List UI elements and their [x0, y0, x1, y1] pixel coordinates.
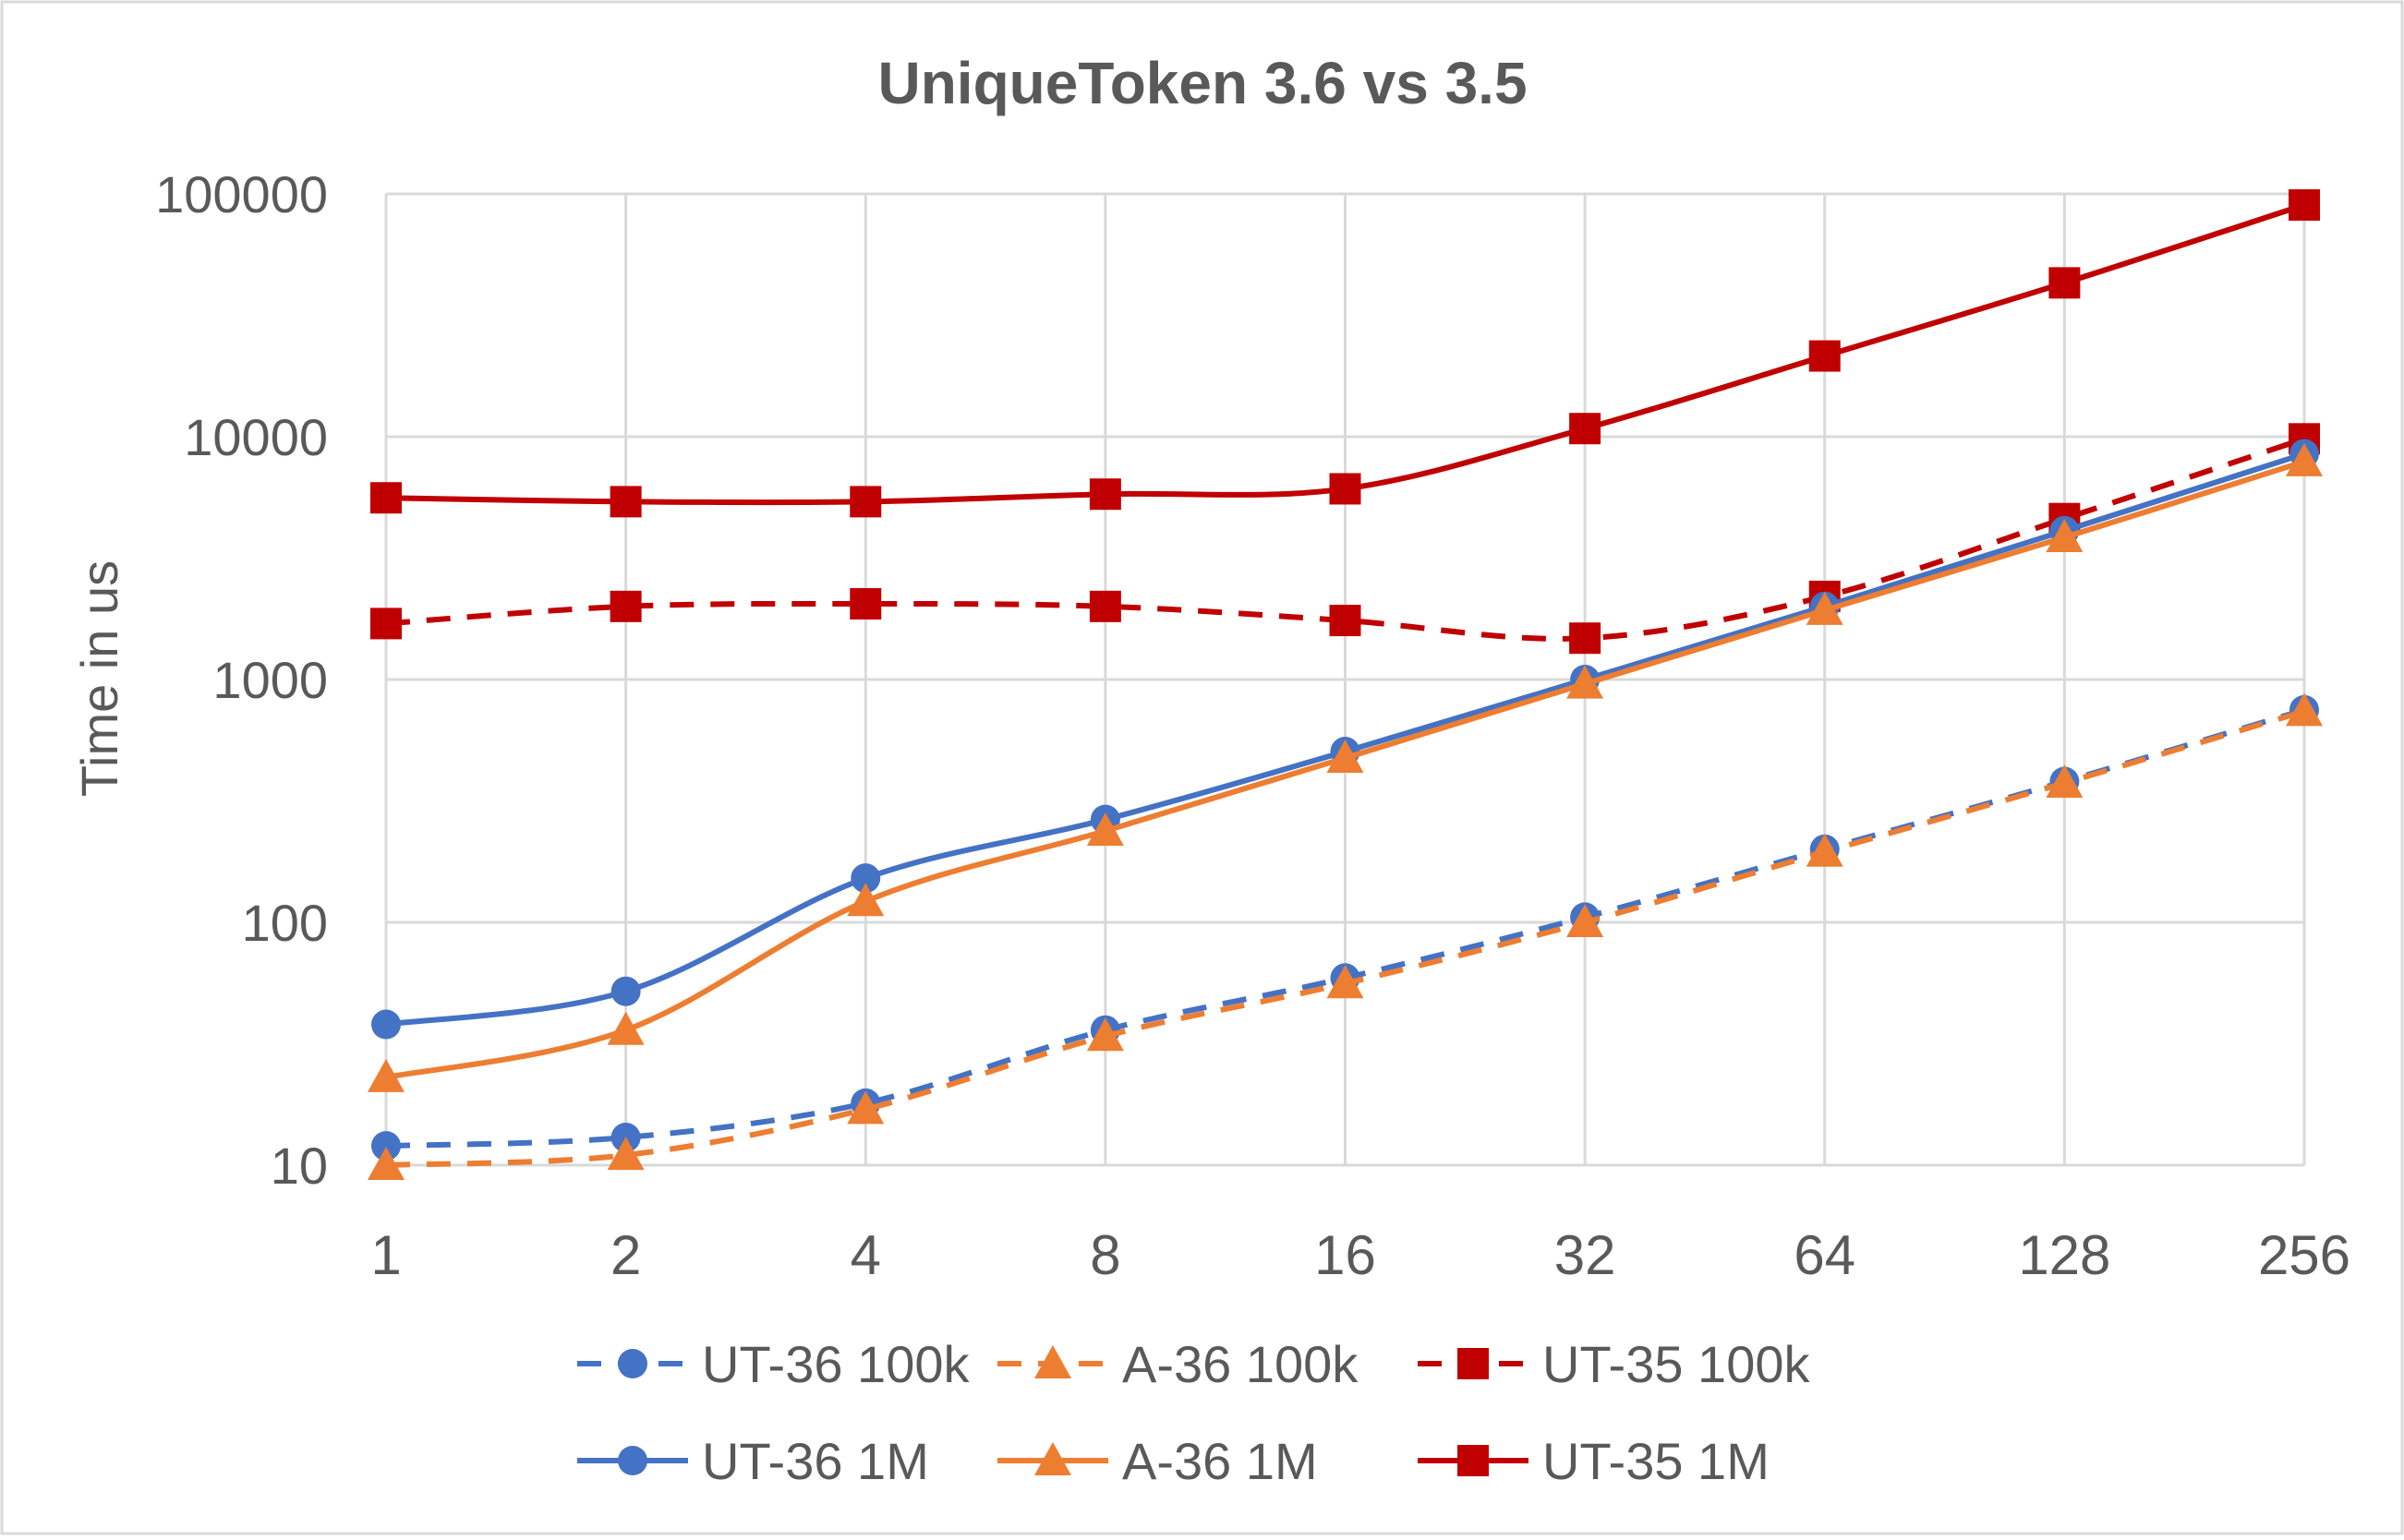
series-a-36-100k: [368, 692, 2323, 1180]
data-point-a-36-1m: [1806, 591, 1843, 625]
data-point-a-36-100k: [1326, 965, 1364, 999]
data-point-ut-35-100k: [370, 608, 402, 640]
data-point-a-36-1m: [1086, 812, 1124, 846]
data-point-ut-35-1m: [370, 482, 402, 514]
y-tick-label: 100: [242, 894, 328, 952]
y-axis-label: Time in us: [70, 560, 128, 797]
data-point-a-36-1m: [607, 1011, 645, 1045]
legend-swatch-marker: [1034, 1442, 1071, 1475]
x-tick-label: 1: [370, 1224, 401, 1286]
x-axis-ticks: 1 2 4 8 16 32 64 128 256: [370, 1224, 2350, 1286]
x-tick-label: 8: [1090, 1224, 1120, 1286]
x-tick-label: 4: [851, 1224, 881, 1286]
data-point-a-36-100k: [2046, 764, 2084, 799]
data-point-ut-35-100k: [610, 590, 642, 622]
legend-swatch-marker: [1034, 1345, 1071, 1378]
legend: UT-36 100k A-36 100k UT-35 100k UT-36 1M A-3…: [577, 1335, 1810, 1490]
data-point-a-36-1m: [1566, 665, 1604, 699]
x-tick-label: 16: [1314, 1224, 1376, 1286]
x-tick-label: 32: [1554, 1224, 1616, 1286]
legend-label: UT-35 1M: [1542, 1432, 1770, 1490]
legend-item-ut-35-1m: UT-35 1M: [1418, 1432, 1770, 1490]
data-point-a-36-100k: [2286, 692, 2323, 727]
data-point-a-36-1m: [2286, 442, 2323, 476]
x-tick-label: 128: [2018, 1224, 2110, 1286]
x-tick-label: 64: [1794, 1224, 1855, 1286]
data-point-ut-36-1m: [371, 1009, 401, 1040]
data-point-ut-36-1m: [851, 863, 881, 894]
series-ut-35-1m: [370, 189, 2320, 518]
data-point-a-36-1m: [2046, 519, 2084, 553]
legend-item-ut-35-100k: UT-35 100k: [1418, 1335, 1810, 1393]
data-point-ut-35-1m: [1569, 413, 1601, 445]
chart-title: UniqueToken 3.6 vs 3.5: [877, 50, 1527, 116]
legend-item-ut-36-100k: UT-36 100k: [577, 1335, 970, 1393]
data-point-ut-35-1m: [1089, 478, 1121, 511]
y-axis-ticks: 10 100 1000 10000 100000: [155, 165, 328, 1195]
data-point-a-36-100k: [847, 1090, 885, 1125]
data-point-ut-35-100k: [1329, 605, 1361, 637]
data-point-ut-35-100k: [1089, 590, 1121, 622]
data-point-a-36-100k: [368, 1147, 405, 1180]
data-point-ut-36-100k: [371, 1131, 401, 1161]
y-tick-label: 1000: [212, 651, 328, 709]
data-point-a-36-100k: [1806, 833, 1843, 867]
legend-label: UT-36 100k: [702, 1335, 970, 1393]
data-point-ut-35-100k: [1569, 622, 1601, 655]
data-point-a-36-1m: [1326, 740, 1364, 774]
data-point-ut-35-1m: [2289, 189, 2320, 222]
series-lines: [368, 189, 2323, 1180]
legend-label: A-36 100k: [1122, 1335, 1359, 1393]
data-point-a-36-100k: [1086, 1017, 1124, 1052]
legend-swatch-marker: [618, 1349, 647, 1378]
legend-item-ut-36-1m: UT-36 1M: [577, 1432, 929, 1490]
legend-item-a-36-1m: A-36 1M: [997, 1432, 1318, 1490]
data-point-ut-35-1m: [1808, 340, 1841, 372]
x-tick-label: 256: [2258, 1224, 2350, 1286]
data-point-a-36-1m: [847, 883, 885, 917]
legend-swatch-marker: [618, 1446, 647, 1475]
data-point-ut-35-1m: [2048, 267, 2081, 299]
legend-swatch-marker: [1457, 1348, 1489, 1379]
data-point-a-36-100k: [607, 1137, 645, 1171]
data-point-a-36-100k: [1566, 904, 1604, 937]
legend-item-a-36-100k: A-36 100k: [997, 1335, 1359, 1393]
data-point-ut-35-1m: [610, 486, 642, 518]
x-tick-label: 2: [610, 1224, 641, 1286]
legend-swatch-marker: [1457, 1445, 1489, 1476]
y-tick-label: 100000: [155, 165, 328, 223]
legend-label: UT-35 100k: [1542, 1335, 1810, 1393]
data-point-ut-35-1m: [1329, 473, 1361, 505]
legend-label: UT-36 1M: [702, 1432, 929, 1490]
y-tick-label: 10: [271, 1137, 328, 1195]
data-point-ut-35-1m: [850, 486, 882, 518]
legend-label: A-36 1M: [1122, 1432, 1318, 1490]
y-tick-label: 10000: [184, 408, 328, 466]
series-a-36-1m: [368, 442, 2323, 1092]
data-point-ut-36-1m: [610, 976, 641, 1006]
data-point-a-36-1m: [368, 1058, 405, 1092]
data-point-ut-35-100k: [850, 588, 882, 620]
